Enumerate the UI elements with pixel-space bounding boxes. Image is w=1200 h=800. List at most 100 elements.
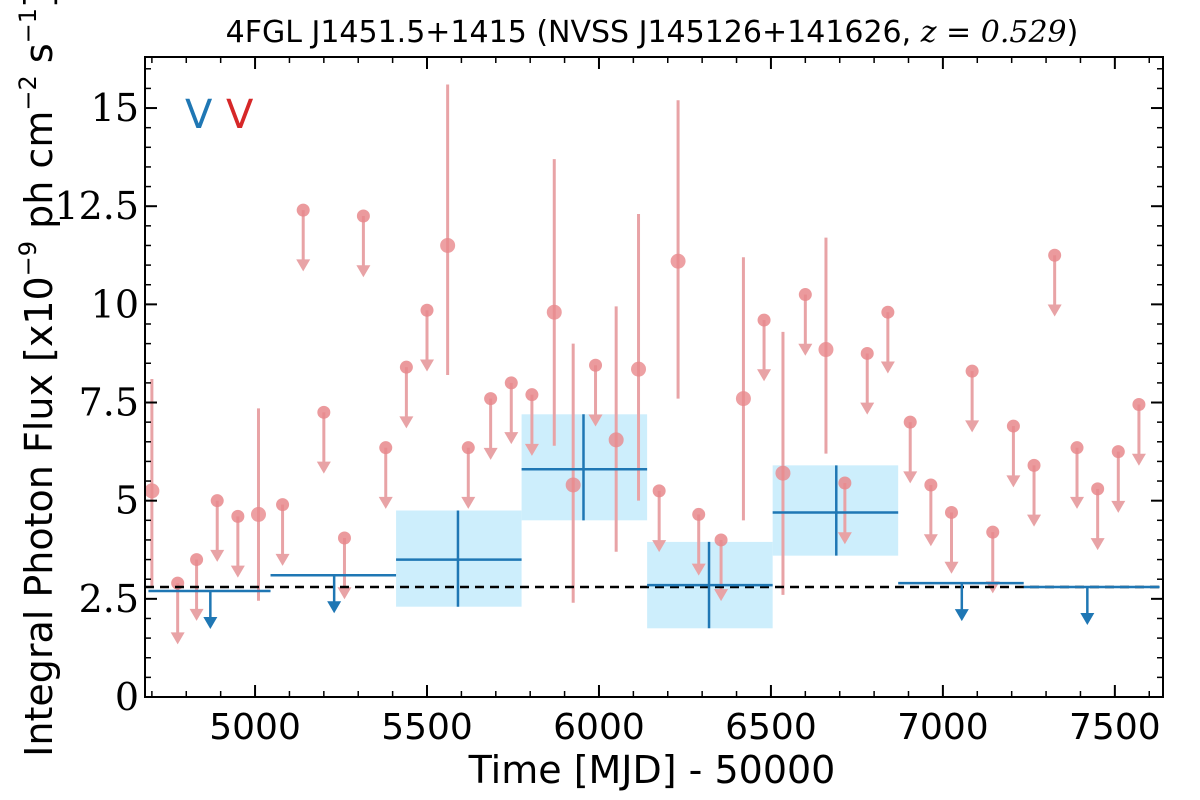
y-tick-label: 12.5 [54,184,139,228]
monthly-upper-limit-point [589,358,603,372]
monthly-upper-limit-point [379,441,393,455]
monthly-upper-limit-arrow [714,589,729,602]
monthly-upper-limit-point [986,525,1000,539]
legend-entry-yearly: V [185,92,213,138]
monthly-upper-limit-arrow [652,540,667,553]
monthly-upper-limit-arrow [524,443,539,456]
x-tick-label: 7000 [897,707,989,748]
monthly-upper-limit-arrow [880,361,895,374]
monthly-upper-limit-point [860,346,874,360]
legend-entry-monthly: V [226,92,254,138]
monthly-upper-limit-point [296,203,310,217]
monthly-upper-limit-point [1070,441,1084,455]
monthly-upper-limit-point [420,303,434,317]
monthly-upper-limit-arrow [1131,453,1146,466]
monthly-upper-limit-arrow [356,265,371,278]
monthly-upper-limit-point [317,405,331,419]
legend: V V [185,92,254,138]
monthly-upper-limit-point [1048,248,1062,262]
monthly-upper-limit-arrow [1047,304,1062,317]
monthly-upper-limit-point [924,478,938,492]
monthly-upper-limit-arrow [1006,475,1021,488]
monthly-upper-limit-point [798,288,812,302]
monthly-upper-limit-arrow [461,496,476,509]
monthly-upper-limit-arrow [965,420,980,433]
monthly-upper-limit-point [399,360,413,374]
monthly-upper-limit-point [276,498,290,512]
monthly-upper-limit-arrow [1111,500,1126,513]
monthly-upper-limit-arrow [923,534,938,547]
monthly-upper-limit-arrow [1027,514,1042,527]
monthly-upper-limit-point [757,313,771,327]
x-tick-label: 5500 [381,707,473,748]
monthly-upper-limit-arrow [189,608,204,621]
monthly-detection-point [440,237,456,253]
monthly-upper-limit-arrow [1070,496,1085,509]
axis-ticks: 5000 5500 6000 6500 7000 7500 0 2.5 5 7.5 10 12.5 15 [54,57,1163,748]
monthly-upper-limit-arrow [296,259,311,272]
monthly-detection-point [565,477,581,493]
monthly-detection-point [608,432,624,448]
monthly-detection-point [144,483,160,499]
plot-area [144,84,1163,645]
y-tick-label: 7.5 [79,381,139,425]
monthly-upper-limit-arrow [399,416,414,429]
yearly-upper-limit-arrow [203,616,218,629]
monthly-upper-limit-point [337,531,351,545]
x-axis-label: Time [MJD] - 50000 [468,748,836,792]
monthly-upper-limit-arrow [798,343,813,356]
monthly-upper-limit-point [714,533,728,547]
monthly-upper-limit-arrow [1090,538,1105,551]
monthly-upper-limit-point [504,376,518,390]
monthly-upper-limit-point [1027,458,1041,472]
monthly-upper-limit-point [692,507,706,521]
y-tick-label: 15 [91,86,139,130]
monthly-detection-point [735,391,751,407]
yearly-upper-limit-arrow [954,609,969,622]
monthly-upper-limit-point [903,415,917,429]
monthly-upper-limit-arrow [903,471,918,484]
monthly-upper-limit-arrow [504,432,519,445]
monthly-upper-limit-point [1111,445,1125,459]
monthly-upper-limit-arrow [337,587,352,600]
monthly-upper-limit-point [1006,419,1020,433]
monthly-upper-limit-arrow [757,369,772,382]
yearly-upper-limit-arrow [1080,613,1095,626]
monthly-upper-limit-point [965,364,979,378]
monthly-detection-point [631,361,647,377]
monthly-detection-point [250,506,266,522]
y-tick-label: 2.5 [79,577,139,621]
monthly-upper-limit-arrow [170,632,185,645]
monthly-upper-limit-point [231,509,245,523]
yearly-upper-limit-arrow [327,601,342,614]
monthly-upper-limit-arrow [316,461,331,474]
monthly-upper-limit-point [210,494,224,508]
monthly-upper-limit-arrow [860,402,875,415]
monthly-upper-limit-arrow [210,549,225,562]
monthly-upper-limit-arrow [275,553,290,566]
y-tick-label: 5 [115,479,139,523]
monthly-upper-limit-arrow [944,561,959,574]
monthly-upper-limit-point [461,441,475,455]
monthly-upper-limit-point [881,305,895,319]
monthly-detection-point [775,465,791,481]
monthly-upper-limit-arrow [483,447,498,460]
monthly-upper-limit-arrow [378,496,393,509]
monthly-upper-limit-point [356,209,370,223]
monthly-upper-limit-point [1091,482,1105,496]
monthly-upper-limit-point [190,553,204,567]
monthly-upper-limit-arrow [588,414,603,427]
monthly-upper-limit-arrow [837,532,852,545]
monthly-detection-point [546,304,562,320]
monthly-upper-limit-arrow [420,359,435,372]
x-tick-label: 5000 [209,707,301,748]
monthly-detection-point [670,253,686,269]
y-tick-label: 0 [115,675,139,719]
x-tick-label: 7500 [1069,707,1161,748]
monthly-upper-limit-arrow [691,563,706,576]
axes-frame [144,56,1164,698]
monthly-detection-point [818,342,834,358]
monthly-upper-limit-point [525,388,539,402]
x-tick-label: 6000 [553,707,645,748]
